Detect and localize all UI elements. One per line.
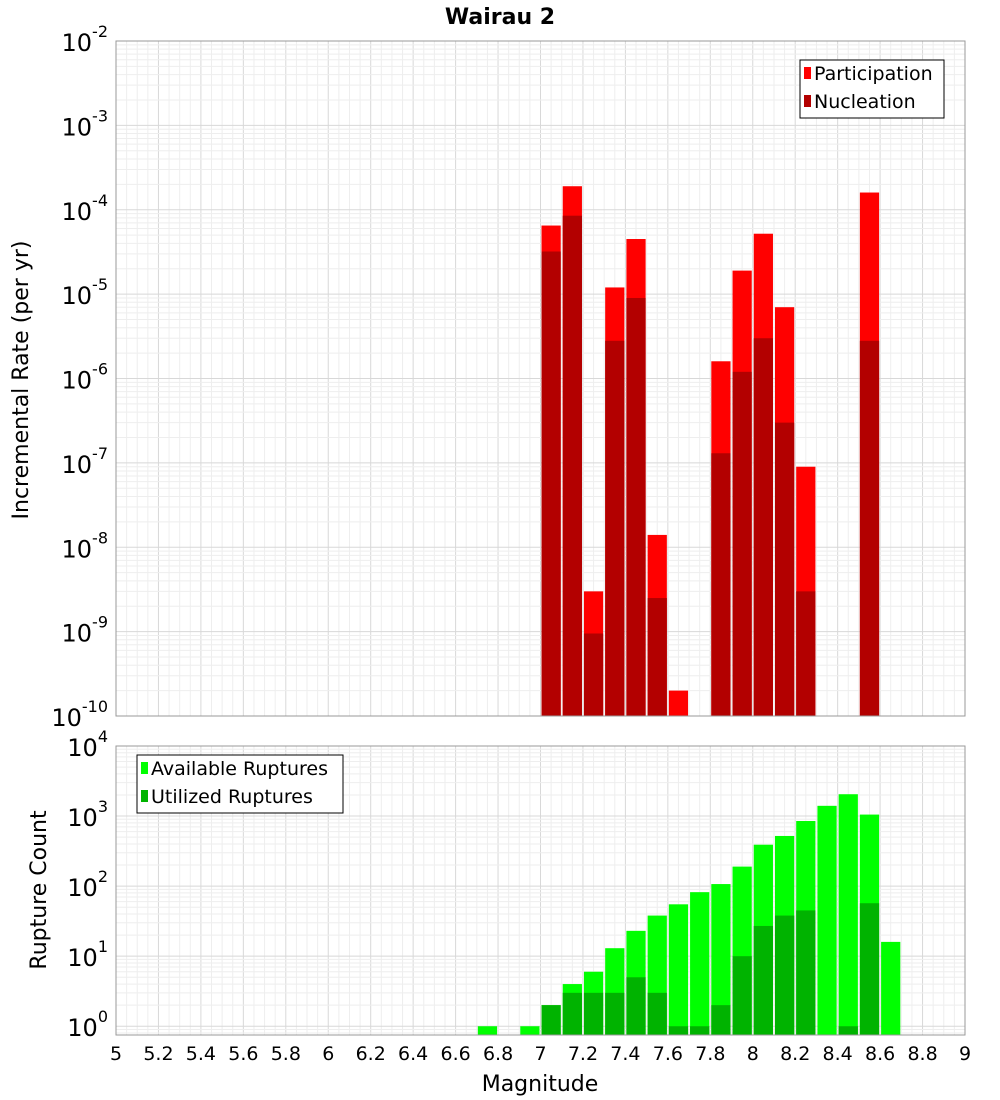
- count-bar-utilized-ruptures: [690, 1026, 710, 1035]
- rate-plot-border: [115, 40, 966, 717]
- count-plot-border: [115, 745, 966, 1036]
- count-bar-utilized-ruptures: [732, 956, 752, 1035]
- count-legend: Available Ruptures Utilized Ruptures: [136, 754, 344, 814]
- rate-legend-label: Nucleation: [814, 91, 916, 113]
- rate-y-tick-label: 10-9: [62, 613, 109, 648]
- count-bar-available-ruptures: [690, 892, 710, 1035]
- count-legend-label: Available Ruptures: [151, 758, 328, 780]
- x-tick-label: 7.6: [653, 1043, 683, 1065]
- count-legend-swatch: [141, 790, 148, 802]
- x-tick-label: 6.8: [483, 1043, 513, 1065]
- count-bar-available-ruptures: [817, 805, 837, 1035]
- count-bar-utilized-ruptures: [562, 992, 582, 1035]
- bottom-y-axis-label: Rupture Count: [27, 810, 52, 970]
- x-tick-label: 5.8: [271, 1043, 301, 1065]
- rate-bar-nucleation: [562, 215, 582, 717]
- count-bar-available-ruptures: [477, 1026, 498, 1035]
- x-tick-label: 7.4: [610, 1043, 640, 1065]
- count-y-tick-label: 101: [67, 937, 108, 972]
- rate-legend: Participation Nucleation: [799, 59, 945, 119]
- count-bar-utilized-ruptures: [796, 910, 816, 1035]
- rate-bar-nucleation: [647, 598, 667, 716]
- x-tick-label: 5.4: [186, 1043, 216, 1065]
- x-tick-label: 8.6: [865, 1043, 895, 1065]
- rate-legend-swatch: [804, 95, 811, 107]
- count-bar-utilized-ruptures: [838, 1026, 858, 1035]
- x-tick-label: 6: [322, 1043, 334, 1065]
- top-y-axis-label: Incremental Rate (per yr): [9, 241, 34, 520]
- rate-bar-nucleation: [753, 338, 773, 716]
- rate-panel: 10-10 10-9 10-8 10-7 10-6 10-5 10-4 10-3 10-2 Par…: [51, 22, 966, 732]
- count-bar-available-ruptures: [520, 1026, 540, 1035]
- rate-y-tick-label: 10-3: [62, 106, 109, 141]
- rupture-count-panel: 100 101 102 103 104 Available Ruptures Utilize…: [67, 727, 971, 1065]
- rate-bar-nucleation: [732, 371, 752, 716]
- count-y-tick-label: 102: [67, 867, 108, 902]
- x-tick-label: 6.4: [398, 1043, 428, 1065]
- count-bar-utilized-ruptures: [668, 1026, 689, 1035]
- rate-bar-participation: [668, 690, 689, 716]
- rate-legend-label: Participation: [814, 63, 933, 85]
- x-tick-label: 7: [534, 1043, 546, 1065]
- x-tick-label: 8.8: [907, 1043, 937, 1065]
- rate-bar-nucleation: [605, 340, 625, 716]
- rate-y-tick-label: 10-6: [62, 360, 109, 395]
- x-tick-label: 9: [959, 1043, 971, 1065]
- rate-legend-swatch: [804, 67, 811, 79]
- rate-grid: [115, 40, 966, 717]
- rate-y-tick-label: 10-10: [51, 697, 108, 732]
- rate-bar-nucleation: [711, 453, 731, 716]
- count-bar-utilized-ruptures: [647, 992, 667, 1035]
- x-axis-label: Magnitude: [482, 1072, 599, 1097]
- x-tick-label: 6.6: [440, 1043, 470, 1065]
- rate-y-tick-label: 10-4: [62, 191, 109, 226]
- chart-title: Wairau 2: [445, 5, 555, 30]
- x-tick-label: 8.2: [780, 1043, 810, 1065]
- count-bar-utilized-ruptures: [859, 903, 880, 1035]
- count-bar-utilized-ruptures: [583, 992, 604, 1035]
- rate-bar-nucleation: [626, 297, 646, 716]
- x-tick-label: 5.2: [143, 1043, 173, 1065]
- count-legend-label: Utilized Ruptures: [151, 786, 313, 808]
- count-y-ticks: 100 101 102 103 104: [67, 727, 108, 1042]
- count-bar-available-ruptures: [668, 904, 689, 1035]
- count-y-tick-label: 103: [67, 797, 108, 832]
- rate-y-tick-label: 10-5: [62, 275, 109, 310]
- x-tick-label: 8: [747, 1043, 759, 1065]
- rate-y-tick-label: 10-7: [62, 444, 109, 479]
- rate-bar-nucleation: [541, 251, 561, 716]
- rate-bar-nucleation: [796, 591, 816, 716]
- rate-bar-nucleation: [774, 422, 795, 716]
- x-tick-label: 7.8: [695, 1043, 725, 1065]
- count-bar-available-ruptures: [711, 884, 731, 1035]
- rate-series-nucleation: [541, 215, 880, 717]
- x-tick-label: 6.2: [356, 1043, 386, 1065]
- x-ticks: 5 5.2 5.4 5.6 5.8 6 6.2 6.4 6.6 6.8 7 7.2 7.4 7.6 7.8 8…: [110, 1043, 971, 1065]
- count-bar-utilized-ruptures: [626, 977, 646, 1035]
- count-legend-swatch: [141, 762, 148, 774]
- rate-bar-nucleation: [583, 633, 604, 716]
- x-tick-label: 8.4: [823, 1043, 853, 1065]
- count-bar-utilized-ruptures: [605, 992, 625, 1035]
- count-bar-available-ruptures: [881, 941, 901, 1035]
- count-bar-utilized-ruptures: [541, 1005, 561, 1035]
- x-tick-label: 5: [110, 1043, 122, 1065]
- count-bar-available-ruptures: [838, 794, 858, 1035]
- rate-y-ticks: 10-10 10-9 10-8 10-7 10-6 10-5 10-4 10-3 10-2: [51, 22, 108, 732]
- rate-y-tick-label: 10-2: [62, 22, 109, 57]
- rate-y-tick-label: 10-8: [62, 528, 109, 563]
- count-bar-utilized-ruptures: [711, 1005, 731, 1035]
- count-y-tick-label: 100: [67, 1007, 108, 1042]
- count-bar-utilized-ruptures: [774, 915, 795, 1035]
- x-tick-label: 5.6: [228, 1043, 258, 1065]
- rate-bar-nucleation: [859, 340, 880, 716]
- count-bar-utilized-ruptures: [753, 925, 773, 1035]
- x-tick-label: 7.2: [568, 1043, 598, 1065]
- count-y-tick-label: 104: [67, 727, 108, 762]
- count-series-utilized-ruptures: [541, 903, 880, 1035]
